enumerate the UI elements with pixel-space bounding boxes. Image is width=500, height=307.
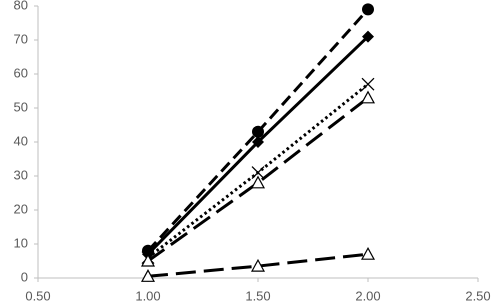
x-tick-label: 0.50 [25, 288, 50, 303]
y-tick-label: 80 [14, 0, 28, 12]
y-tick-label: 40 [14, 133, 28, 148]
series-line [147, 96, 369, 263]
x-tick-label: 1.50 [245, 288, 270, 303]
marker [362, 30, 374, 43]
y-tick-label: 0 [21, 269, 28, 284]
x-tick-label: 2.00 [355, 288, 380, 303]
marker [251, 166, 265, 180]
series-line [147, 83, 369, 259]
marker [140, 253, 156, 267]
y-tick-label: 30 [14, 167, 28, 182]
series-line [147, 252, 369, 278]
y-tick-label: 20 [14, 201, 28, 216]
marker [250, 258, 266, 272]
y-tick-label: 50 [14, 99, 28, 114]
x-tick-label: 1.00 [135, 288, 160, 303]
y-tick-label: 70 [14, 31, 28, 46]
marker [360, 90, 376, 104]
marker [140, 269, 156, 282]
x-tick-label: 2.50 [465, 288, 490, 303]
marker [252, 125, 264, 138]
marker [250, 175, 266, 189]
marker [360, 246, 376, 260]
marker [361, 77, 375, 91]
y-tick-label: 10 [14, 235, 28, 250]
y-tick-label: 60 [14, 65, 28, 80]
marker [252, 136, 264, 148]
marker [362, 3, 374, 16]
